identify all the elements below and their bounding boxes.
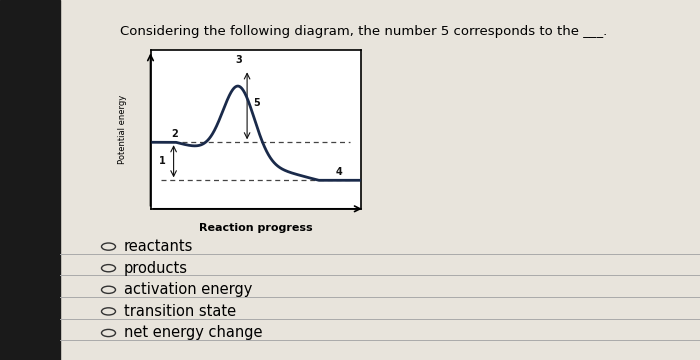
Text: reactants: reactants	[124, 239, 193, 254]
Text: 1: 1	[158, 156, 165, 166]
Text: activation energy: activation energy	[124, 282, 252, 297]
Text: Considering the following diagram, the number 5 corresponds to the ___.: Considering the following diagram, the n…	[120, 25, 608, 38]
Text: products: products	[124, 261, 188, 276]
Text: Reaction progress: Reaction progress	[199, 223, 312, 233]
Text: Potential energy: Potential energy	[118, 95, 127, 164]
Text: 4: 4	[335, 167, 342, 177]
Text: 3: 3	[235, 55, 242, 65]
Text: net energy change: net energy change	[124, 325, 262, 341]
Text: 2: 2	[171, 129, 178, 139]
Text: transition state: transition state	[124, 304, 236, 319]
Text: 5: 5	[253, 98, 260, 108]
